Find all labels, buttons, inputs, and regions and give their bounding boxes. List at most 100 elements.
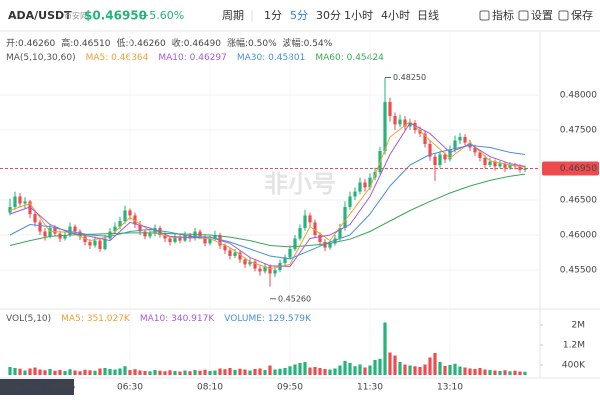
info-item: 涨幅:0.50% xyxy=(227,37,277,49)
volume-bar xyxy=(148,371,152,375)
candle-body xyxy=(78,231,82,237)
candle-body xyxy=(393,116,397,125)
candle-body xyxy=(193,231,197,239)
candle-body xyxy=(403,119,407,127)
candle-body xyxy=(153,228,157,234)
volume-bar xyxy=(73,370,77,375)
volume-bar xyxy=(498,371,502,375)
candle-body xyxy=(448,149,452,160)
volume-bar xyxy=(163,371,167,375)
candle-body xyxy=(363,182,367,188)
candle-body xyxy=(258,268,262,272)
volume-bar xyxy=(38,369,42,375)
info-item: 低:0.46260 xyxy=(117,37,167,49)
volume-bar xyxy=(23,370,27,375)
volume-bar xyxy=(28,368,32,375)
volume-bar xyxy=(488,370,492,375)
volume-bar xyxy=(133,369,137,375)
volume-bar xyxy=(458,366,462,375)
candle-body xyxy=(88,242,92,246)
candle-body xyxy=(238,252,242,260)
candle-body xyxy=(213,235,217,239)
low-label: 0.45260 xyxy=(278,294,311,303)
ma-line xyxy=(9,122,526,268)
tools: 指标 设置 保存 xyxy=(492,8,593,22)
volume-bar xyxy=(298,363,302,375)
period-tab[interactable]: 周期 xyxy=(222,9,244,22)
ma-title: MA(5,10,30,60) xyxy=(6,53,76,63)
volume-bar xyxy=(328,369,332,375)
ma-legend-item: MA5: 0.46364 xyxy=(86,53,149,63)
volume-bar xyxy=(408,365,412,375)
period-tab[interactable]: 日线 xyxy=(417,8,439,22)
ma-legend-item: MA30: 0.45801 xyxy=(237,53,305,63)
volume-bar xyxy=(448,365,452,375)
candle-body xyxy=(178,236,182,241)
candle-body xyxy=(488,161,492,165)
candle-body xyxy=(348,196,352,207)
volume-bar xyxy=(288,366,292,375)
volume-bar xyxy=(218,368,222,375)
period-tab[interactable]: 1小时 xyxy=(344,9,373,22)
volume-bar xyxy=(323,369,327,375)
last-price-label: 0.46950 xyxy=(560,164,597,174)
candle-body xyxy=(113,226,117,232)
volume-bar xyxy=(493,370,497,375)
volume-legend-item: VOL(5,10) xyxy=(6,314,51,324)
candle-body xyxy=(288,249,292,258)
y-tick-label: 0.46000 xyxy=(560,231,597,241)
volume-bar xyxy=(118,368,122,375)
candle-body xyxy=(343,207,347,228)
volume-bar xyxy=(98,368,102,375)
info-item: 波幅:0.54% xyxy=(283,37,333,49)
volume-bar xyxy=(433,353,437,375)
tool-button[interactable]: 指标 xyxy=(492,8,514,22)
candle-body xyxy=(73,226,77,232)
candle-body xyxy=(108,231,112,239)
candle-body xyxy=(408,123,412,127)
candle-body xyxy=(333,238,337,244)
volume-bar xyxy=(193,370,197,375)
tool-button[interactable]: 保存 xyxy=(571,8,593,22)
tool-button[interactable]: 设置 xyxy=(531,9,553,22)
volume-bar xyxy=(13,368,17,375)
volume-tick-label: 400K xyxy=(562,361,586,371)
candle-body xyxy=(353,191,357,197)
volume-bar xyxy=(228,368,232,375)
candle-body xyxy=(253,261,257,269)
period-tab[interactable]: 5分 xyxy=(290,9,308,22)
volume-bar xyxy=(8,367,12,375)
candle-body xyxy=(328,243,332,248)
volume-bar xyxy=(188,371,192,375)
volume-tick-label: 2M xyxy=(572,321,586,331)
candle-body xyxy=(53,228,57,234)
x-tick-label: 06:30 xyxy=(117,383,143,393)
candle-body xyxy=(128,210,132,216)
candle-body xyxy=(103,238,107,249)
volume-bar xyxy=(508,371,512,375)
volume-bar xyxy=(358,364,362,375)
volume-bar xyxy=(33,367,37,375)
volume-legend-item: MA5: 351.027K xyxy=(61,314,131,324)
volume-bar xyxy=(413,366,417,375)
candle-body xyxy=(503,163,507,168)
candle-body xyxy=(98,240,102,249)
period-tab[interactable]: 30分 xyxy=(316,9,341,22)
volume-bar xyxy=(238,368,242,375)
period-tab[interactable]: 4小时 xyxy=(381,9,410,22)
ma-line xyxy=(9,120,526,270)
candle-body xyxy=(268,266,272,274)
volume-bar xyxy=(348,363,352,375)
volume-bar xyxy=(248,370,252,375)
period-tab[interactable]: 1分 xyxy=(264,9,282,22)
volume-bar xyxy=(398,362,402,375)
volume-bar xyxy=(173,371,177,375)
start-date: 2022-09-23 04:05 xyxy=(0,383,75,393)
volume-bar xyxy=(283,368,287,375)
candle-body xyxy=(293,238,297,249)
volume-bar xyxy=(313,367,317,375)
candle-body xyxy=(173,236,177,242)
volume-bar xyxy=(128,370,132,375)
candle-body xyxy=(493,161,497,167)
